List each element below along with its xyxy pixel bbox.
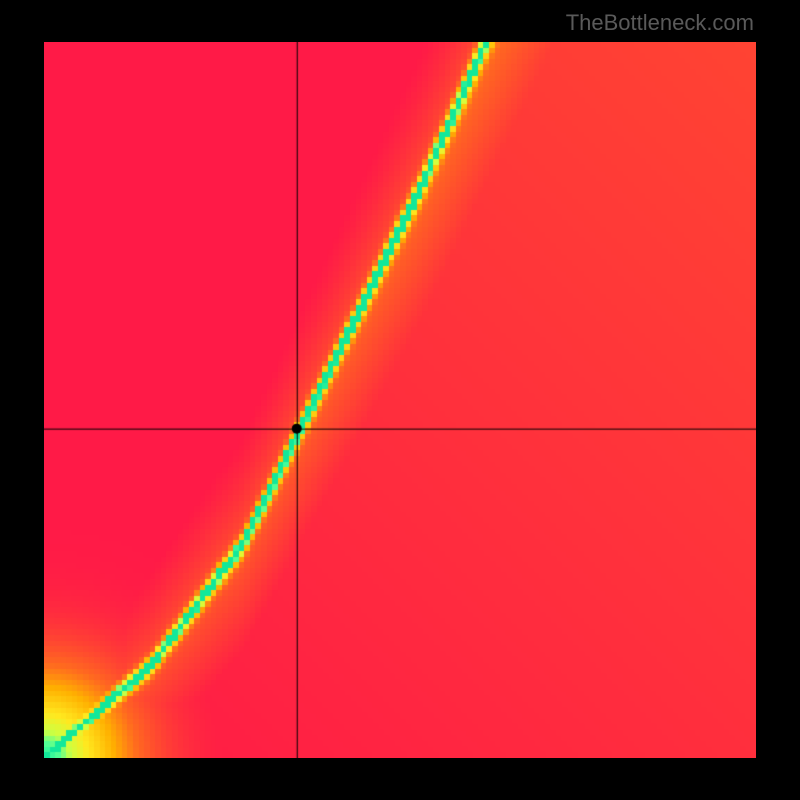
bottleneck-heatmap [44, 42, 756, 758]
plot-area [44, 42, 756, 758]
chart-frame: TheBottleneck.com [0, 0, 800, 800]
source-watermark: TheBottleneck.com [566, 10, 754, 36]
